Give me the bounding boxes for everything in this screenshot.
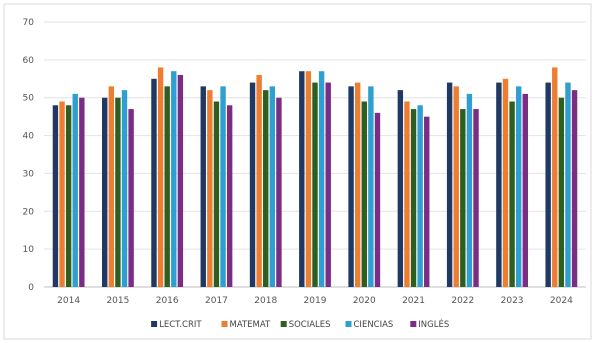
bar-ingl-s-2020 xyxy=(374,112,381,287)
bar-sociales-2018 xyxy=(263,90,269,288)
bar-sociales-2022 xyxy=(460,109,466,287)
x-tick-label: 2016 xyxy=(156,296,179,306)
y-tick-label: 40 xyxy=(23,132,35,142)
bars xyxy=(52,67,578,288)
bar-ciencias-2020 xyxy=(368,86,374,287)
y-axis-ticks: 0 10 20 30 40 50 60 70 xyxy=(23,18,35,293)
bar-matemat-2019 xyxy=(305,71,312,287)
bar-ingl-s-2015 xyxy=(128,109,134,287)
bar-ingl-s-2017 xyxy=(226,105,233,288)
bar-ingl-s-2023 xyxy=(522,93,528,287)
bar-lect-crit-2016 xyxy=(151,78,157,288)
bar-sociales-2014 xyxy=(65,105,72,288)
legend-item-matemat: MATEMAT xyxy=(221,320,272,330)
x-tick-label: 2019 xyxy=(304,296,327,306)
bar-matemat-2021 xyxy=(404,101,410,287)
bar-ingl-s-2016 xyxy=(177,75,184,287)
legend-label: MATEMAT xyxy=(230,320,272,330)
bar-matemat-2017 xyxy=(207,90,213,288)
bar-sociales-2023 xyxy=(509,101,515,287)
bar-ciencias-2015 xyxy=(121,90,128,288)
legend-label: LECT.CRIT xyxy=(159,320,202,330)
bar-lect-crit-2021 xyxy=(397,90,404,288)
legend-label: SOCIALES xyxy=(289,320,331,330)
x-tick-label: 2020 xyxy=(353,296,376,306)
bar-ciencias-2022 xyxy=(466,93,473,287)
x-tick-label: 2015 xyxy=(106,296,129,306)
bar-lect-crit-2020 xyxy=(348,86,354,287)
bar-lect-crit-2019 xyxy=(299,71,305,287)
bar-ingl-s-2019 xyxy=(325,82,331,287)
bar-sociales-2021 xyxy=(410,109,417,287)
legend-swatch xyxy=(221,321,228,327)
y-tick-label: 60 xyxy=(23,56,35,66)
bar-ingl-s-2014 xyxy=(79,97,85,287)
bar-matemat-2023 xyxy=(502,78,509,288)
bar-sociales-2019 xyxy=(312,82,318,287)
y-tick-label: 20 xyxy=(23,207,35,217)
y-tick-label: 0 xyxy=(28,283,34,293)
bar-matemat-2022 xyxy=(453,86,459,287)
legend-item-ingl-s: INGLÉS xyxy=(410,318,449,330)
bar-ingl-s-2024 xyxy=(571,90,578,288)
bar-matemat-2016 xyxy=(157,67,164,287)
bar-ciencias-2018 xyxy=(269,86,276,287)
bar-sociales-2024 xyxy=(558,97,565,287)
legend-item-lect-crit: LECT.CRIT xyxy=(151,320,202,330)
x-tick-label: 2021 xyxy=(402,296,425,306)
bar-matemat-2018 xyxy=(256,75,262,287)
y-tick-label: 50 xyxy=(23,94,35,104)
legend-item-ciencias: CIENCIAS xyxy=(345,320,394,330)
legend: LECT.CRIT MATEMAT SOCIALES CIENCIAS INGLÉS xyxy=(151,318,449,330)
legend-swatch xyxy=(280,321,287,327)
bar-ingl-s-2021 xyxy=(424,116,430,288)
bar-ciencias-2023 xyxy=(515,86,522,287)
bar-ciencias-2014 xyxy=(72,93,78,287)
legend-item-sociales: SOCIALES xyxy=(280,320,331,330)
y-tick-label: 30 xyxy=(23,169,35,179)
y-tick-label: 10 xyxy=(23,245,35,255)
legend-label: INGLÉS xyxy=(418,318,449,330)
legend-swatch xyxy=(151,321,158,327)
bar-ingl-s-2022 xyxy=(473,109,479,287)
x-tick-label: 2022 xyxy=(451,296,474,306)
legend-swatch xyxy=(345,321,352,327)
bar-lect-crit-2022 xyxy=(446,82,453,287)
x-tick-label: 2017 xyxy=(205,296,228,306)
bar-lect-crit-2017 xyxy=(200,86,206,287)
bar-lect-crit-2015 xyxy=(102,97,108,287)
bar-lect-crit-2014 xyxy=(52,105,59,288)
legend-label: CIENCIAS xyxy=(354,320,394,330)
bar-sociales-2017 xyxy=(213,101,220,287)
bar-sociales-2016 xyxy=(164,86,170,287)
bar-sociales-2020 xyxy=(361,101,367,287)
bar-sociales-2015 xyxy=(115,97,121,287)
bar-matemat-2024 xyxy=(552,67,558,287)
bar-lect-crit-2018 xyxy=(249,82,256,287)
bar-matemat-2014 xyxy=(59,101,65,287)
bar-ciencias-2017 xyxy=(220,86,226,287)
bar-matemat-2015 xyxy=(108,86,115,287)
x-tick-label: 2024 xyxy=(550,296,573,306)
bar-ingl-s-2018 xyxy=(276,97,282,287)
bar-ciencias-2024 xyxy=(565,82,571,287)
bar-lect-crit-2023 xyxy=(496,82,502,287)
x-axis-ticks: 2014 2015 2016 2017 2018 2019 2020 2021 2022 2023… xyxy=(57,296,573,306)
x-tick-label: 2023 xyxy=(501,296,524,306)
x-tick-label: 2014 xyxy=(57,296,80,306)
bar-ciencias-2016 xyxy=(171,71,177,287)
bar-matemat-2020 xyxy=(354,82,361,287)
x-tick-label: 2018 xyxy=(254,296,277,306)
bar-ciencias-2019 xyxy=(318,71,325,287)
legend-swatch xyxy=(410,321,417,327)
bar-ciencias-2021 xyxy=(417,105,423,288)
bar-lect-crit-2024 xyxy=(545,82,551,287)
y-tick-label: 70 xyxy=(23,18,35,28)
